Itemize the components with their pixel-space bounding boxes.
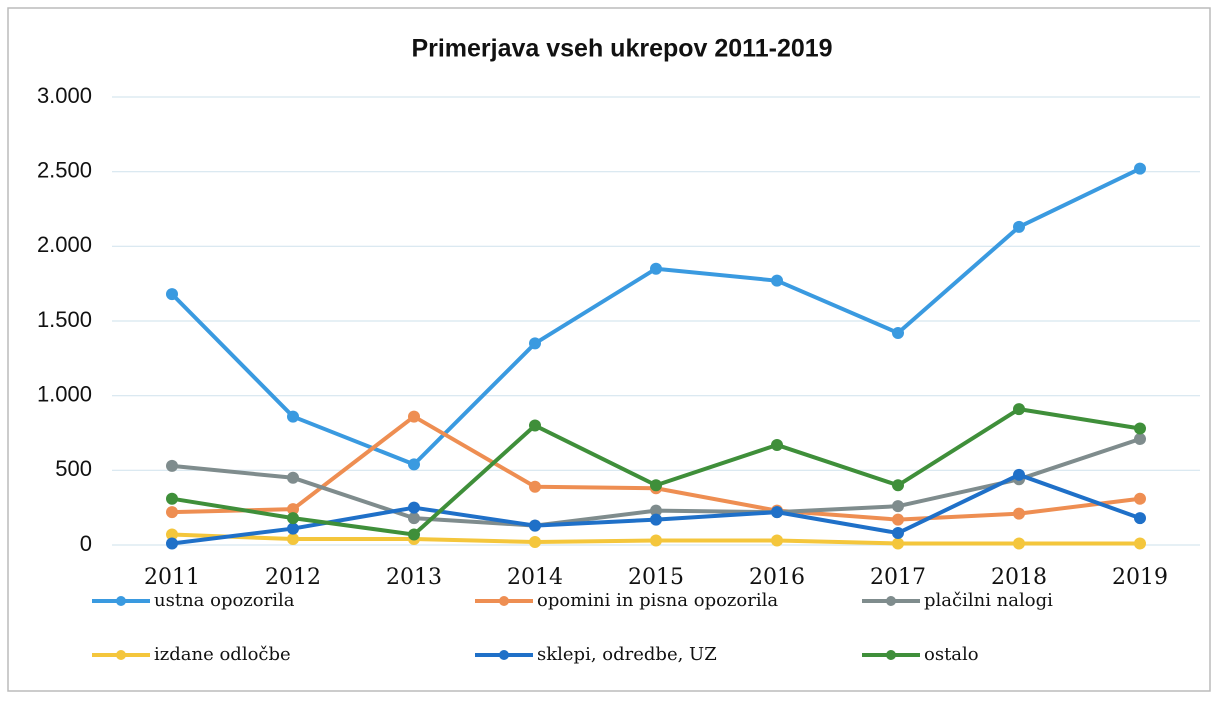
y-tick-label: 1.500 bbox=[37, 307, 92, 332]
legend-marker bbox=[886, 596, 896, 606]
point bbox=[166, 506, 178, 519]
point bbox=[1134, 537, 1146, 550]
legend-marker bbox=[116, 650, 126, 660]
point bbox=[1013, 537, 1025, 550]
legend-marker bbox=[116, 596, 126, 606]
point bbox=[287, 522, 299, 535]
point bbox=[771, 534, 783, 547]
point bbox=[771, 506, 783, 519]
x-tick-label: 2015 bbox=[628, 565, 684, 590]
point bbox=[1013, 403, 1025, 416]
point bbox=[408, 501, 420, 514]
point bbox=[1134, 422, 1146, 435]
point bbox=[166, 528, 178, 541]
chart-title: Primerjava vseh ukrepov 2011-2019 bbox=[411, 35, 832, 63]
legend-label: ostalo bbox=[924, 644, 979, 665]
y-tick-label: 0 bbox=[80, 531, 92, 556]
legend-marker bbox=[499, 650, 509, 660]
point bbox=[892, 513, 904, 526]
point bbox=[1134, 162, 1146, 175]
point bbox=[408, 528, 420, 541]
point bbox=[771, 274, 783, 287]
legend-label: plačilni nalogi bbox=[924, 590, 1053, 611]
point bbox=[1134, 492, 1146, 505]
point bbox=[1013, 220, 1025, 233]
point bbox=[650, 513, 662, 526]
y-tick-label: 2.500 bbox=[37, 157, 92, 182]
x-tick-label: 2012 bbox=[265, 565, 321, 590]
y-tick-label: 500 bbox=[55, 456, 92, 481]
point bbox=[408, 512, 420, 525]
point bbox=[166, 288, 178, 301]
point bbox=[529, 536, 541, 549]
point bbox=[287, 533, 299, 546]
point bbox=[287, 471, 299, 484]
point bbox=[166, 537, 178, 550]
point bbox=[408, 410, 420, 423]
point bbox=[1013, 468, 1025, 481]
legend-label: ustna opozorila bbox=[154, 590, 295, 611]
legend-label: opomini in pisna opozorila bbox=[537, 590, 778, 611]
y-tick-label: 3.000 bbox=[37, 83, 92, 108]
x-tick-label: 2019 bbox=[1112, 565, 1168, 590]
point bbox=[892, 537, 904, 550]
point bbox=[650, 504, 662, 517]
legend-marker bbox=[886, 650, 896, 660]
point bbox=[529, 419, 541, 432]
point bbox=[529, 337, 541, 350]
point bbox=[1013, 507, 1025, 520]
x-tick-label: 2016 bbox=[749, 565, 805, 590]
x-tick-label: 2013 bbox=[386, 565, 442, 590]
point bbox=[166, 459, 178, 472]
point bbox=[892, 479, 904, 492]
x-tick-label: 2011 bbox=[144, 565, 200, 590]
y-tick-label: 2.000 bbox=[37, 232, 92, 257]
x-tick-label: 2014 bbox=[507, 565, 563, 590]
point bbox=[529, 519, 541, 532]
x-tick-label: 2018 bbox=[991, 565, 1047, 590]
y-tick-label: 1.000 bbox=[37, 381, 92, 406]
point bbox=[166, 492, 178, 505]
point bbox=[771, 438, 783, 451]
legend-marker bbox=[499, 596, 509, 606]
point bbox=[650, 534, 662, 547]
x-tick-label: 2017 bbox=[870, 565, 926, 590]
point bbox=[408, 458, 420, 471]
point bbox=[892, 500, 904, 513]
legend-label: sklepi, odredbe, UZ bbox=[537, 644, 717, 665]
point bbox=[529, 480, 541, 493]
point bbox=[650, 479, 662, 492]
point bbox=[1134, 512, 1146, 525]
point bbox=[1134, 432, 1146, 445]
frame bbox=[7, 7, 1211, 692]
point bbox=[892, 326, 904, 339]
legend-label: izdane odločbe bbox=[154, 644, 291, 665]
point bbox=[287, 503, 299, 516]
point bbox=[287, 512, 299, 525]
point bbox=[892, 527, 904, 540]
point bbox=[650, 262, 662, 275]
point bbox=[287, 410, 299, 423]
